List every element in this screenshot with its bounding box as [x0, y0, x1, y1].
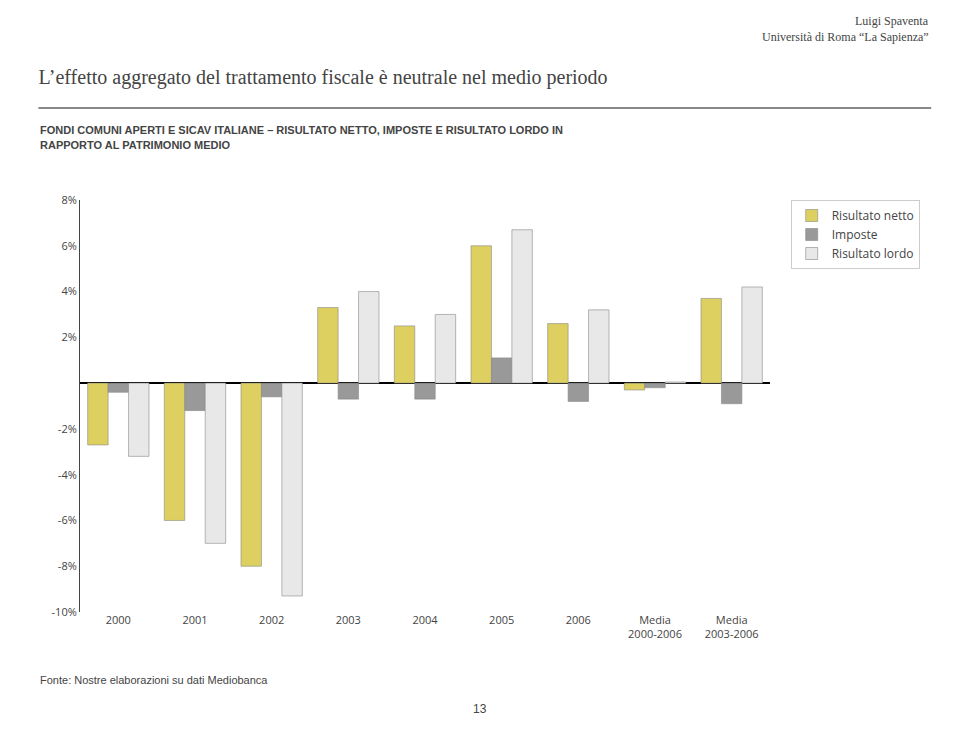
svg-text:2%: 2%: [61, 329, 76, 344]
svg-text:Università di Roma “La Sapienz: Università di Roma “La Sapienza”: [762, 30, 929, 44]
svg-text:8%: 8%: [61, 192, 76, 207]
svg-text:2003: 2003: [336, 612, 361, 627]
svg-text:Risultato netto: Risultato netto: [832, 207, 914, 224]
svg-text:Media2003-2006: Media2003-2006: [705, 612, 759, 641]
svg-text:Fonte: Nostre elaborazioni su: Fonte: Nostre elaborazioni su dati Medio…: [40, 674, 268, 686]
svg-text:2005: 2005: [489, 612, 514, 627]
svg-text:2002: 2002: [259, 612, 284, 627]
svg-text:2000: 2000: [106, 612, 131, 627]
svg-text:Imposte: Imposte: [832, 226, 878, 243]
svg-text:L’effetto aggregato del tratta: L’effetto aggregato del trattamento fisc…: [38, 66, 607, 89]
svg-text:2001: 2001: [182, 612, 207, 627]
svg-text:-4%: -4%: [58, 467, 77, 482]
svg-text:6%: 6%: [61, 238, 76, 253]
svg-text:2004: 2004: [412, 612, 438, 627]
svg-text:-6%: -6%: [58, 512, 77, 527]
svg-text:-2%: -2%: [58, 421, 77, 436]
svg-text:FONDI COMUNI APERTI E SICAV IT: FONDI COMUNI APERTI E SICAV ITALIANE – R…: [40, 124, 563, 136]
svg-text:4%: 4%: [61, 283, 76, 298]
svg-text:2006: 2006: [566, 612, 591, 627]
svg-text:-8%: -8%: [58, 558, 77, 573]
svg-text:-10%: -10%: [52, 604, 77, 619]
svg-text:13: 13: [473, 702, 487, 716]
svg-text:Risultato lordo: Risultato lordo: [832, 245, 914, 262]
svg-text:Media2000-2006: Media2000-2006: [628, 612, 682, 641]
svg-text:Luigi Spaventa: Luigi Spaventa: [855, 14, 929, 28]
svg-text:RAPPORTO AL PATRIMONIO MEDIO: RAPPORTO AL PATRIMONIO MEDIO: [40, 139, 231, 151]
